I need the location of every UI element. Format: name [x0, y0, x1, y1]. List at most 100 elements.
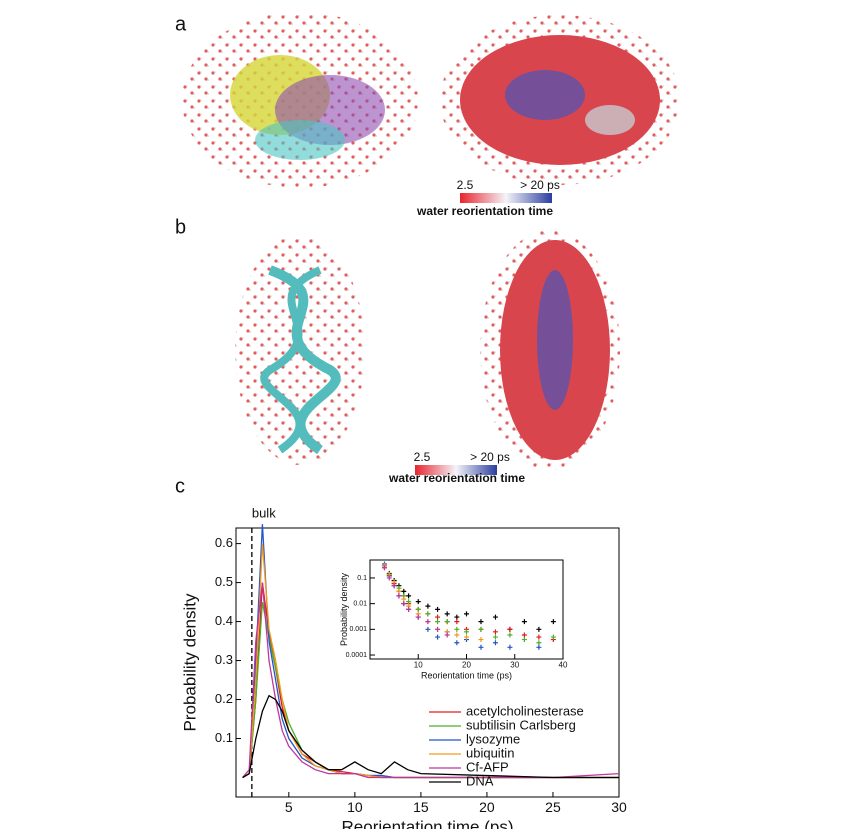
- point: [425, 603, 431, 609]
- colorbar-min: 2.5: [457, 178, 474, 192]
- point: [415, 599, 421, 605]
- point: [454, 619, 460, 625]
- x-tick-label: 5: [285, 799, 293, 815]
- point: [401, 601, 407, 607]
- point: [406, 593, 412, 599]
- point: [536, 626, 542, 632]
- protein-surface: [440, 15, 680, 185]
- plot-frame: [369, 559, 564, 660]
- point: [386, 575, 392, 581]
- point: [435, 634, 441, 640]
- point: [536, 634, 542, 640]
- colorbar-max: > 20 ps: [470, 450, 510, 464]
- point: [492, 629, 498, 635]
- x-tick-label: 30: [611, 799, 627, 815]
- point: [478, 637, 484, 643]
- colorbar: [415, 465, 497, 475]
- colorbar-min: 2.5: [414, 450, 431, 464]
- point: [401, 596, 407, 602]
- point: [415, 606, 421, 612]
- dna-cartoon: [235, 235, 365, 465]
- legend-label: lysozyme: [466, 731, 520, 746]
- point: [435, 619, 441, 625]
- y-tick-label: 0.2: [215, 691, 233, 706]
- point: [521, 619, 527, 625]
- y-axis-label: Probability density: [181, 593, 200, 731]
- x-tick-label: 10: [414, 661, 423, 670]
- point: [478, 626, 484, 632]
- point: [550, 619, 556, 625]
- point: [454, 640, 460, 646]
- legend-label: Cf-AFP: [466, 759, 509, 774]
- y-tick-label: 0.3: [215, 652, 233, 667]
- colorbar-title: water reorientation time: [388, 471, 525, 485]
- y-tick-label: 0.1: [357, 575, 367, 582]
- x-tick-label: 30: [510, 661, 519, 670]
- point: [536, 644, 542, 650]
- panel-label: c: [175, 475, 185, 497]
- point: [454, 626, 460, 632]
- panel-label: b: [175, 216, 186, 238]
- point: [454, 614, 460, 620]
- y-tick-label: 0.01: [353, 600, 367, 607]
- legend-label: acetylcholinesterase: [466, 703, 584, 718]
- point: [444, 619, 450, 625]
- point: [492, 640, 498, 646]
- x-tick-label: 10: [347, 799, 363, 815]
- y-tick-label: 0.1: [215, 730, 233, 745]
- point: [507, 644, 513, 650]
- legend-label: DNA: [466, 773, 494, 788]
- point: [425, 611, 431, 617]
- point: [464, 611, 469, 617]
- point: [391, 583, 397, 589]
- legend-label: ubiquitin: [466, 745, 514, 760]
- x-axis-label: Reorientation time (ps): [342, 817, 514, 829]
- point: [536, 640, 542, 646]
- point: [521, 637, 527, 643]
- point: [425, 626, 431, 632]
- x-axis-label: Reorientation time (ps): [421, 671, 512, 681]
- point: [454, 632, 460, 638]
- point: [435, 626, 441, 632]
- point: [406, 606, 412, 612]
- point: [425, 619, 431, 625]
- point: [478, 644, 484, 650]
- legend-label: subtilisin Carlsberg: [466, 717, 576, 732]
- point: [396, 588, 402, 594]
- point: [507, 632, 513, 638]
- series-line: [242, 694, 619, 779]
- y-tick-label: 0.4: [215, 613, 233, 628]
- point: [492, 634, 498, 640]
- point: [435, 606, 441, 612]
- panel-label: a: [175, 13, 187, 35]
- point: [406, 599, 412, 605]
- point: [396, 593, 402, 599]
- point: [478, 619, 484, 625]
- y-tick-label: 0.001: [349, 626, 367, 633]
- x-tick-label: 40: [559, 661, 568, 670]
- point: [435, 614, 441, 620]
- y-tick-label: 0.6: [215, 535, 233, 550]
- point: [550, 634, 556, 640]
- x-tick-label: 20: [462, 661, 471, 670]
- point: [521, 632, 527, 638]
- point: [444, 632, 450, 638]
- point: [401, 588, 407, 594]
- dna-surface: [480, 230, 620, 470]
- x-tick-label: 20: [479, 799, 495, 815]
- point: [415, 614, 421, 620]
- point: [444, 611, 450, 617]
- x-tick-label: 15: [413, 799, 429, 815]
- y-axis-label: Probability density: [339, 572, 349, 646]
- point: [381, 565, 387, 571]
- y-tick-label: 0.0001: [346, 652, 368, 659]
- annotation: bulk: [252, 505, 276, 520]
- x-tick-label: 25: [545, 799, 561, 815]
- y-tick-label: 0.5: [215, 574, 233, 589]
- point: [507, 626, 513, 632]
- colorbar: [460, 193, 552, 203]
- point: [464, 634, 469, 640]
- colorbar-title: water reorientation time: [416, 204, 553, 218]
- colorbar-max: > 20 ps: [520, 178, 560, 192]
